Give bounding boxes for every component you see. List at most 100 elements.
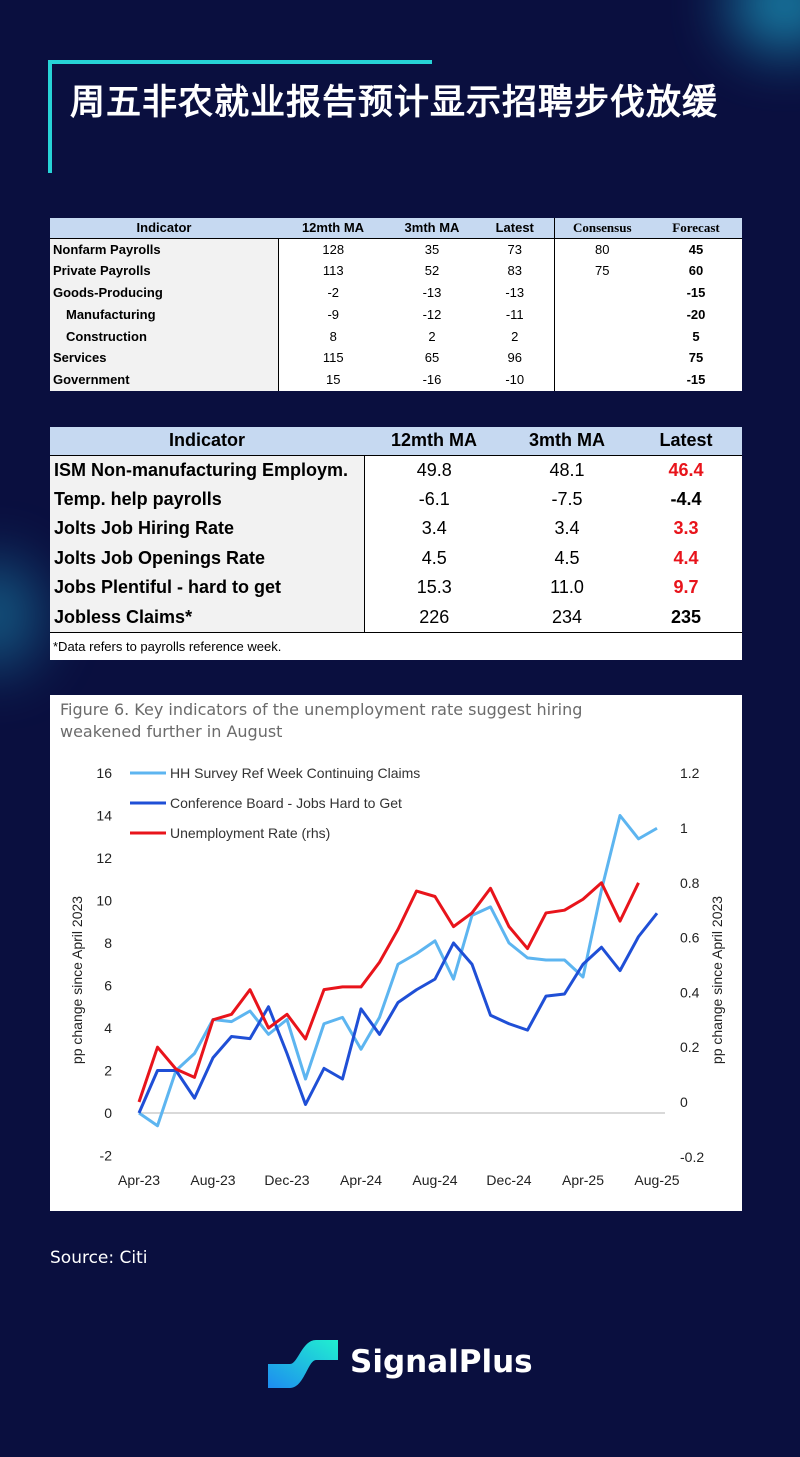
- cell: 8: [329, 328, 337, 344]
- series-line-0: [138, 814, 658, 1128]
- cell: 5: [692, 328, 700, 344]
- table-row: Nonfarm Payrolls 128 35 73 80 45: [50, 238, 742, 260]
- cell: 3.4: [421, 518, 447, 539]
- cell: 4.4: [673, 547, 699, 568]
- row-label: Jolts Job Hiring Rate: [50, 514, 365, 544]
- table-row: Jobless Claims* 226 234 235: [50, 602, 742, 632]
- row-label: Jobs Plentiful - hard to get: [50, 573, 365, 603]
- cell: -7.5: [551, 488, 583, 509]
- y2-tick-label: -0.2: [680, 1149, 704, 1165]
- x-tick-label: Aug-24: [412, 1172, 457, 1188]
- title-accent-line: [48, 60, 432, 64]
- cell: 234: [551, 606, 583, 627]
- cell: 60: [688, 263, 704, 279]
- y-axis-label: pp change since April 2023: [69, 896, 85, 1064]
- row-label: Jobless Claims*: [50, 602, 365, 632]
- cell: -6.1: [418, 488, 450, 509]
- cell: 113: [322, 263, 344, 279]
- y-tick-label: 0: [104, 1105, 112, 1121]
- table-row: Jolts Job Hiring Rate 3.4 3.4 3.3: [50, 514, 742, 544]
- source-note: Source: Citi: [50, 1248, 148, 1268]
- chart-panel: Figure 6. Key indicators of the unemploy…: [50, 695, 742, 1211]
- cell: -10: [505, 372, 525, 388]
- table-row: Jolts Job Openings Rate 4.5 4.5 4.4: [50, 543, 742, 573]
- cell: 11.0: [550, 577, 584, 598]
- line-chart: -2 0 2 4 6 8 10 12 14 16 -0.2 0 0.2 0.4 0.6 0.8 1 1.2 Apr-…: [69, 765, 725, 1188]
- row-label: Private Payrolls: [50, 259, 279, 282]
- col-header: Consensus: [553, 218, 650, 239]
- chart-title: Figure 6. Key indicators of the unemploy…: [60, 700, 583, 741]
- background-glow: [0, 560, 40, 670]
- row-label: Construction: [50, 325, 279, 347]
- cell: 65: [424, 350, 440, 366]
- cell: 235: [670, 606, 702, 627]
- y2-tick-label: 0.2: [680, 1039, 700, 1055]
- y2-axis-label: pp change since April 2023: [709, 896, 725, 1064]
- y-tick-label: 14: [96, 808, 112, 824]
- cell: 96: [507, 350, 522, 366]
- payrolls-table: Indicator 12mth MA 3mth MA Latest Consen…: [50, 218, 742, 391]
- y-tick-label: 6: [104, 978, 112, 994]
- title-accent-line: [48, 60, 52, 173]
- cell: 2: [511, 328, 519, 344]
- cell: 4.5: [554, 547, 580, 568]
- cell: -11: [505, 306, 524, 322]
- table-row: Services 115 65 96 75: [50, 346, 742, 369]
- x-tick-label: Apr-23: [118, 1172, 160, 1188]
- y-tick-label: 4: [104, 1020, 112, 1036]
- cell: -15: [686, 284, 706, 300]
- cell: -16: [422, 372, 442, 388]
- cell: 115: [322, 350, 344, 366]
- legend-label: Conference Board - Jobs Hard to Get: [170, 795, 402, 811]
- cell: 52: [424, 263, 440, 279]
- cell: 128: [322, 241, 345, 257]
- logo-text: SignalPlus: [350, 1344, 533, 1380]
- series-line-2: [137, 881, 640, 1103]
- cell: 15: [326, 372, 341, 388]
- col-header: 12mth MA: [278, 218, 388, 239]
- cell: 226: [419, 606, 450, 627]
- cell: 45: [688, 241, 704, 257]
- series-line-1: [137, 912, 659, 1114]
- table-row: Jobs Plentiful - hard to get 15.3 11.0 9.7: [50, 573, 742, 603]
- x-tick-label: Apr-25: [562, 1172, 604, 1188]
- col-header: 3mth MA: [388, 218, 476, 239]
- cell: 35: [424, 241, 440, 257]
- y2-tick-label: 1.2: [680, 765, 700, 781]
- row-label: Jolts Job Openings Rate: [50, 543, 365, 573]
- cell: -9: [327, 306, 340, 322]
- cell: -12: [422, 306, 442, 322]
- row-label: ISM Non-manufacturing Employm.: [50, 455, 365, 485]
- cell: 48.1: [549, 459, 585, 480]
- cell: 15.3: [416, 577, 452, 598]
- x-tick-label: Dec-24: [486, 1172, 531, 1188]
- signalplus-logo: SignalPlus: [268, 1336, 533, 1388]
- col-header: Indicator: [50, 218, 278, 239]
- cell: 2: [428, 328, 436, 344]
- cell: -15: [686, 372, 706, 388]
- col-header: Forecast: [650, 218, 742, 239]
- cell: -13: [505, 284, 525, 300]
- col-header: Indicator: [50, 427, 364, 456]
- col-header: Latest: [630, 427, 742, 456]
- row-label: Services: [50, 346, 279, 369]
- row-label: Nonfarm Payrolls: [50, 238, 279, 260]
- y2-tick-label: 0.8: [680, 875, 700, 891]
- cell: 46.4: [668, 459, 704, 480]
- cell: -20: [686, 306, 706, 322]
- table-row: Government 15 -16 -10 -15: [50, 368, 742, 391]
- cell: 73: [507, 241, 522, 257]
- row-label: Temp. help payrolls: [50, 484, 365, 514]
- table-row: Manufacturing -9 -12 -11 -20: [50, 303, 742, 326]
- y-tick-label: -2: [100, 1148, 113, 1164]
- legend-label: Unemployment Rate (rhs): [170, 825, 330, 841]
- table-footnote: *Data refers to payrolls reference week.: [50, 631, 742, 660]
- cell: 75: [688, 350, 704, 366]
- table-row: ISM Non-manufacturing Employm. 49.8 48.1 46…: [50, 455, 742, 485]
- cell: -2: [327, 284, 340, 300]
- cell: 49.8: [416, 459, 452, 480]
- y-tick-label: 10: [96, 893, 112, 909]
- cell: 9.7: [673, 577, 699, 598]
- x-tick-label: Aug-25: [634, 1172, 679, 1188]
- labor-indicators-table: Indicator 12mth MA 3mth MA Latest ISM No…: [50, 427, 742, 660]
